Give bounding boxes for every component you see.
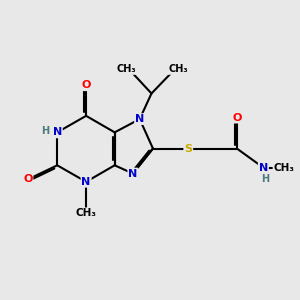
Text: CH₃: CH₃: [168, 64, 188, 74]
Text: N: N: [128, 169, 137, 178]
Text: N: N: [259, 163, 268, 173]
Text: N: N: [82, 177, 91, 187]
Text: CH₃: CH₃: [76, 208, 97, 218]
Text: CH₃: CH₃: [274, 163, 295, 173]
Text: O: O: [232, 112, 242, 123]
Text: H: H: [41, 126, 49, 136]
Text: S: S: [184, 143, 192, 154]
Text: N: N: [135, 114, 144, 124]
Text: N: N: [52, 127, 62, 137]
Text: CH₃: CH₃: [116, 64, 136, 74]
Text: O: O: [81, 80, 91, 90]
Text: H: H: [261, 174, 269, 184]
Text: O: O: [23, 174, 32, 184]
